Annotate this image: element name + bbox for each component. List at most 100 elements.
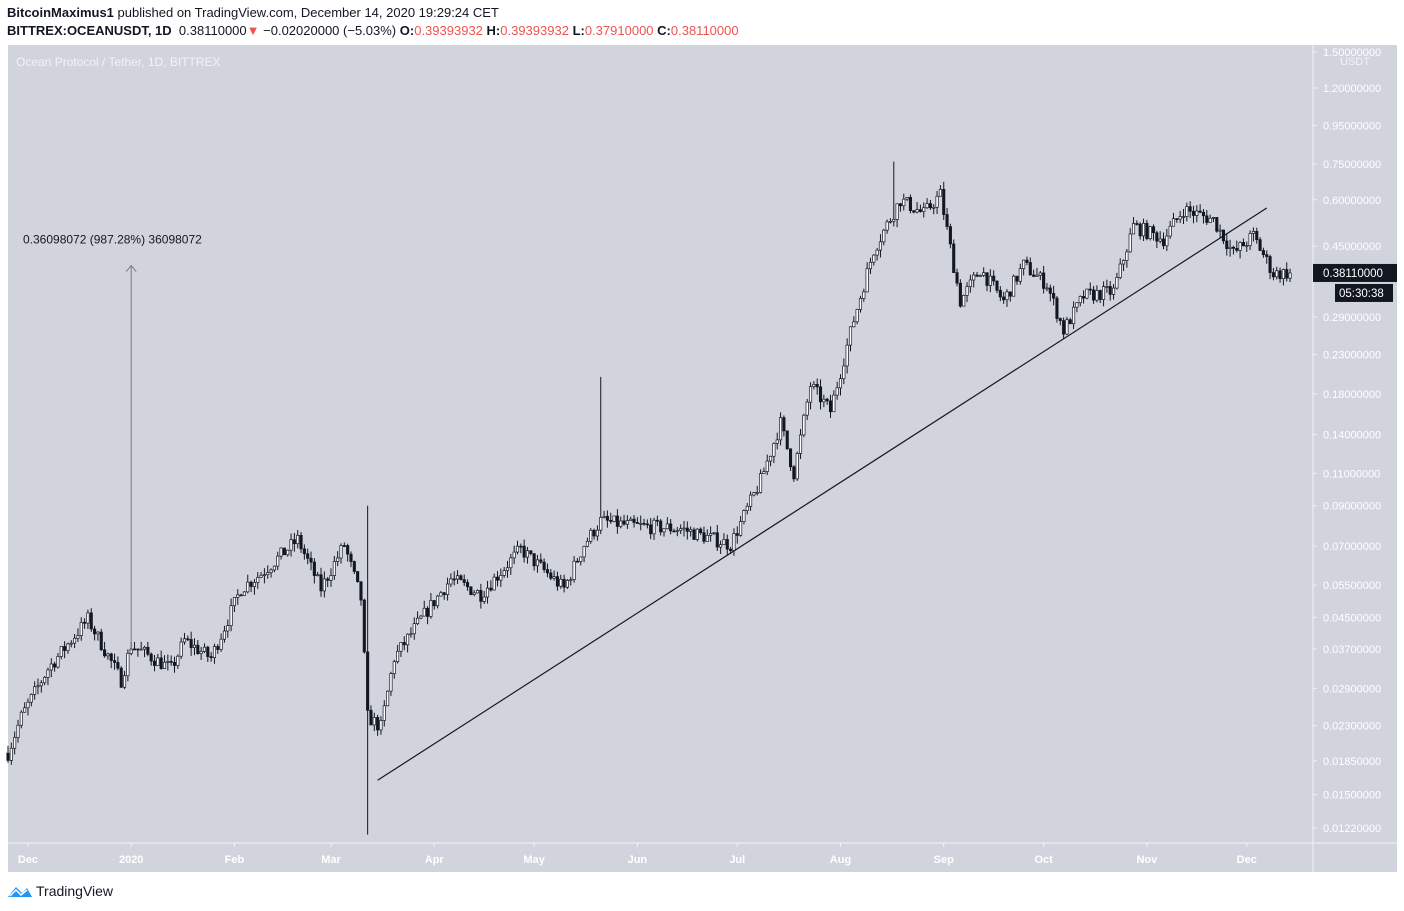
candle-body [1278, 270, 1282, 280]
candle-body [236, 594, 240, 598]
candle-body [372, 717, 376, 726]
candle-body [908, 197, 912, 211]
candle-body [219, 638, 223, 650]
candle-body [239, 594, 243, 597]
candle-body [1271, 272, 1275, 278]
candle-body [485, 587, 490, 598]
candle-body [276, 555, 280, 567]
candle-body [1112, 287, 1116, 295]
candle-body [895, 203, 899, 220]
candle-body [122, 675, 127, 688]
candle-body [662, 528, 666, 533]
candle-body [562, 578, 566, 588]
candle-body [529, 550, 533, 554]
candle-body [1238, 242, 1242, 251]
candle-body [788, 448, 793, 468]
candle-body [599, 517, 603, 531]
candle-body [812, 384, 816, 387]
candle-body [59, 646, 63, 657]
candle-body [1131, 223, 1136, 235]
candle-body [1121, 260, 1126, 265]
candle-body [755, 492, 759, 494]
last-price-box [1313, 263, 1397, 282]
open-value: 0.39393932 [414, 23, 483, 38]
candle-body [232, 597, 236, 607]
candle-body [346, 545, 350, 555]
candle-body [1045, 287, 1049, 290]
candle-body [652, 519, 656, 535]
candle-body [1231, 246, 1235, 249]
candle-body [116, 662, 120, 669]
candle-body [312, 561, 316, 576]
candle-body [1248, 233, 1252, 246]
tradingview-logo[interactable]: TradingView [7, 883, 113, 899]
candle-body [682, 527, 686, 530]
candle-body [159, 657, 163, 670]
candle-body [93, 628, 97, 635]
candle-body [336, 557, 340, 562]
candle-body [735, 533, 739, 536]
candle-body [252, 582, 256, 587]
candle-body [452, 578, 456, 581]
candle-body [1048, 287, 1052, 294]
candle-body [842, 365, 846, 379]
time-tick-label: Jun [628, 854, 648, 866]
candle-body [356, 571, 360, 583]
candle-body [585, 540, 589, 547]
author[interactable]: BitcoinMaximus1 [7, 5, 114, 20]
candle-body [1018, 268, 1022, 282]
candle-body [156, 657, 160, 666]
candle-body [532, 553, 536, 567]
candle-body [1175, 218, 1179, 221]
candle-body [922, 207, 926, 212]
candle-body [1008, 291, 1012, 297]
candle-body [1072, 306, 1076, 325]
candle-body [1261, 250, 1265, 256]
close-value: 0.38110000 [670, 23, 739, 38]
price-tick-label: 0.29000000 [1323, 312, 1381, 324]
candle-body [202, 646, 207, 652]
candle-body [359, 581, 363, 601]
candle-body [132, 648, 137, 651]
candle-body [808, 386, 813, 403]
candle-body [39, 682, 43, 687]
price-tick-label: 0.01500000 [1323, 790, 1381, 802]
candle-body [602, 515, 606, 518]
candle-body [982, 272, 986, 276]
candle-body [702, 532, 706, 542]
candle-body [9, 747, 13, 761]
trendline [377, 207, 1268, 781]
candle-body [1185, 206, 1189, 217]
candle-body [779, 417, 783, 441]
candle-body [416, 617, 420, 624]
candle-body [505, 567, 510, 571]
candle-body [369, 709, 373, 726]
candle-body [412, 623, 416, 635]
candle-body [1168, 225, 1172, 237]
candle-body [332, 561, 336, 576]
price-tick-label: 0.03700000 [1323, 644, 1381, 656]
price-axis[interactable]: 1.50000000 1.20000000 0.95000000 0.75000000… [1313, 47, 1381, 835]
candle-body [189, 639, 193, 648]
candle-body [89, 612, 93, 630]
time-axis[interactable]: Dec 2020 Feb Mar Apr May Jun Jul Aug Sep Oct Nov Dec [18, 843, 1257, 866]
price-tick-label: 0.11000000 [1323, 468, 1380, 480]
candle-body [892, 219, 896, 222]
candle-body [1228, 246, 1232, 249]
candle-body [542, 561, 546, 570]
candle-body [69, 642, 73, 645]
candle-body [1042, 272, 1046, 289]
candle-body [126, 652, 130, 677]
candle-body [835, 387, 839, 396]
candle-body [73, 637, 77, 644]
candle-body [53, 663, 57, 668]
candle-body [715, 532, 719, 548]
candle-body [1105, 286, 1109, 288]
candle-body [49, 663, 53, 671]
candle-body [439, 592, 443, 597]
candle-body [512, 551, 516, 559]
candle-body [1211, 217, 1216, 219]
candle-body [665, 523, 669, 530]
candle-body [46, 669, 50, 678]
